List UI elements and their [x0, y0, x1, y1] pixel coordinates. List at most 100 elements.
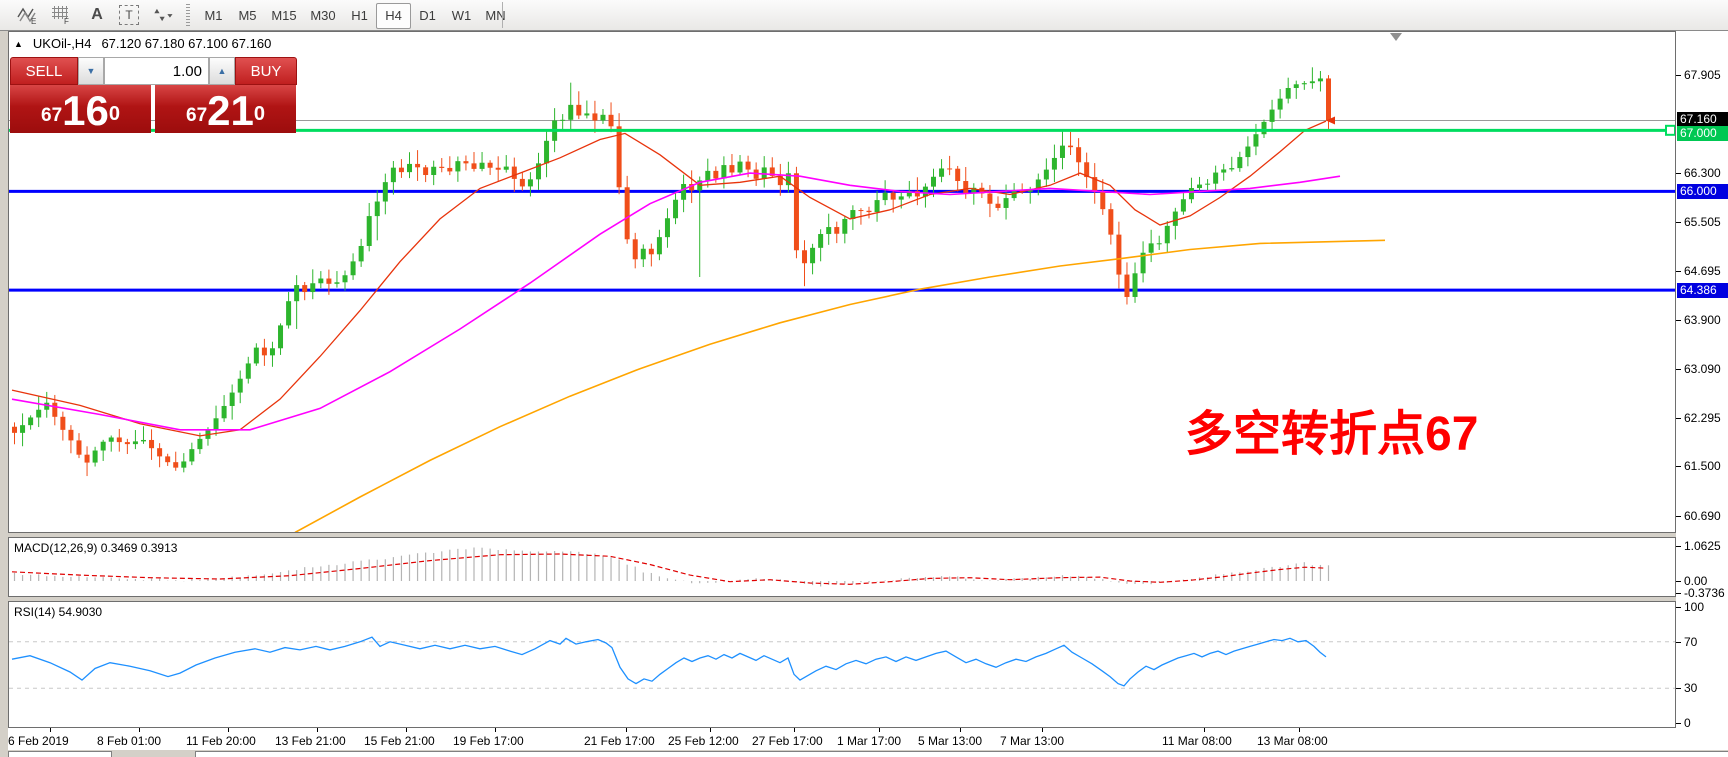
timeframe-button-m15[interactable]: M15: [271, 8, 297, 23]
sell-price-point: 0: [108, 103, 120, 125]
rsi-tick-label: 100: [1684, 600, 1705, 614]
buy-price-point: 0: [253, 103, 265, 125]
time-tick-mark: [1204, 728, 1205, 732]
sell-button[interactable]: SELL: [10, 57, 78, 85]
time-axis-label: 13 Mar 08:00: [1257, 734, 1328, 748]
toolbar-separator: [502, 2, 503, 28]
cursor-arrows-icon[interactable]: [150, 3, 176, 27]
rsi-label: RSI(14) 54.9030: [14, 605, 103, 619]
toolbar: E F A T M1 M5 M15 M30 H1 H4 D1 W1 MN: [0, 0, 1728, 31]
price-tick-label: 67.905: [1684, 68, 1721, 82]
price-tick-label: 60.690: [1684, 508, 1721, 523]
chart-text-annotation[interactable]: 多空转折点67: [1185, 408, 1479, 461]
rsi-tick-label: 30: [1684, 681, 1698, 696]
macd-label: MACD(12,26,9) 0.3469 0.3913: [14, 541, 178, 555]
rsi-tick-label: 0: [1684, 716, 1691, 730]
macd-tick-label: -0.3736: [1684, 586, 1725, 601]
macd-tick-mark: [1676, 593, 1681, 595]
chart-shift-marker[interactable]: [1390, 33, 1402, 41]
time-tick-mark: [317, 728, 318, 732]
text-label-icon[interactable]: A: [91, 6, 103, 23]
status-box: [8, 751, 112, 757]
time-tick-mark: [626, 728, 627, 732]
time-axis-label: 11 Feb 20:00: [186, 734, 256, 748]
macd-tick-label: 0.00: [1684, 574, 1708, 588]
time-axis-label: 21 Feb 17:00: [584, 734, 655, 748]
time-axis-label: 25 Feb 12:00: [668, 734, 739, 748]
timeframe-button-d1[interactable]: D1: [419, 8, 436, 23]
timeframe-button-h4[interactable]: H4: [376, 3, 411, 29]
time-tick-mark: [228, 728, 229, 732]
price-tick-mark: [1676, 369, 1681, 371]
rsi-panel[interactable]: [8, 601, 1676, 728]
volume-increase-button[interactable]: ▲: [209, 57, 235, 85]
price-tick-label: 64.695: [1684, 264, 1721, 279]
macd-tick-label: 1.0625: [1684, 539, 1721, 554]
bid-price-tag[interactable]: 67.160: [1677, 112, 1728, 128]
time-tick-mark: [139, 728, 140, 732]
price-tick-label: 65.505: [1684, 214, 1721, 229]
price-tick-label: 66.300: [1684, 166, 1721, 181]
time-axis-label: 5 Mar 13:00: [918, 734, 983, 748]
price-tick-mark: [1676, 75, 1681, 76]
price-tick-label: 63.900: [1684, 312, 1721, 327]
time-tick-mark: [710, 728, 711, 732]
price-tick-mark: [1676, 466, 1681, 468]
time-tick-mark: [1042, 728, 1043, 732]
time-tick-mark: [495, 728, 496, 732]
price-tick-mark: [1676, 221, 1681, 223]
rsi-tick-mark: [1676, 607, 1681, 608]
time-axis[interactable]: [8, 728, 1728, 750]
price-tick-mark: [1676, 515, 1681, 517]
buy-price-major: 67: [186, 105, 208, 126]
sell-price-display[interactable]: 67 16 0: [10, 85, 151, 133]
sell-price-pips: 16: [62, 87, 109, 134]
macd-tick-mark: [1676, 546, 1681, 548]
status-strip: [0, 750, 1728, 757]
buy-price-pips: 21: [207, 87, 254, 134]
grid-icon[interactable]: F: [48, 3, 74, 27]
time-tick-mark: [960, 728, 961, 732]
toolbar-drag-handle[interactable]: [186, 4, 190, 26]
price-tick-mark: [1676, 271, 1681, 273]
ohlc-label: 67.120 67.180 67.100 67.160: [101, 36, 272, 51]
time-tick-mark: [1299, 728, 1300, 732]
buy-button[interactable]: BUY: [235, 57, 297, 85]
price-axis[interactable]: [1676, 31, 1728, 728]
timeframe-button-m5[interactable]: M5: [238, 8, 257, 23]
timeframe-button-m30[interactable]: M30: [310, 8, 336, 23]
rsi-tick-mark: [1676, 641, 1681, 643]
time-axis-label: 13 Feb 21:00: [275, 734, 346, 748]
time-tick-mark: [879, 728, 880, 732]
svg-text:E: E: [31, 17, 36, 25]
macd-panel[interactable]: [8, 537, 1676, 597]
indicators-icon[interactable]: E: [14, 3, 40, 27]
chart-title: ▲ UKOil-,H4 67.120 67.180 67.100 67.160: [14, 36, 271, 51]
timeframe-button-mn[interactable]: MN: [485, 8, 506, 23]
timeframe-button-w1[interactable]: W1: [451, 8, 472, 23]
level-tag-64386[interactable]: 64.386: [1677, 282, 1728, 298]
rsi-tick-mark: [1676, 723, 1681, 724]
buy-price-display[interactable]: 67 21 0: [155, 85, 296, 133]
macd-tick-mark: [1676, 581, 1681, 582]
time-tick-mark: [794, 728, 795, 732]
price-tick-mark: [1676, 173, 1681, 175]
time-tick-mark: [406, 728, 407, 732]
level-tag-67000[interactable]: 67.000: [1677, 125, 1728, 141]
time-axis-label: 6 Feb 2019: [8, 734, 69, 748]
collapse-icon[interactable]: ▲: [14, 38, 23, 49]
timeframe-button-h1[interactable]: H1: [351, 8, 368, 23]
time-axis-label: 11 Mar 08:00: [1162, 734, 1232, 748]
volume-decrease-button[interactable]: ▼: [78, 57, 104, 85]
level-tag-66000[interactable]: 66.000: [1677, 183, 1728, 199]
textbox-icon[interactable]: T: [116, 3, 142, 27]
rsi-tick-mark: [1676, 688, 1681, 690]
price-tick-label: 61.500: [1684, 459, 1721, 474]
volume-input[interactable]: 1.00: [104, 57, 209, 85]
price-tick-label: 62.295: [1684, 410, 1721, 425]
symbol-label: UKOil-,H4: [32, 36, 92, 51]
timeframe-button-m1[interactable]: M1: [204, 8, 223, 23]
svg-text:F: F: [64, 17, 69, 25]
one-click-trading-panel: SELL ▼ 1.00 ▲ BUY 67 16 0 67 21 0: [10, 57, 297, 133]
